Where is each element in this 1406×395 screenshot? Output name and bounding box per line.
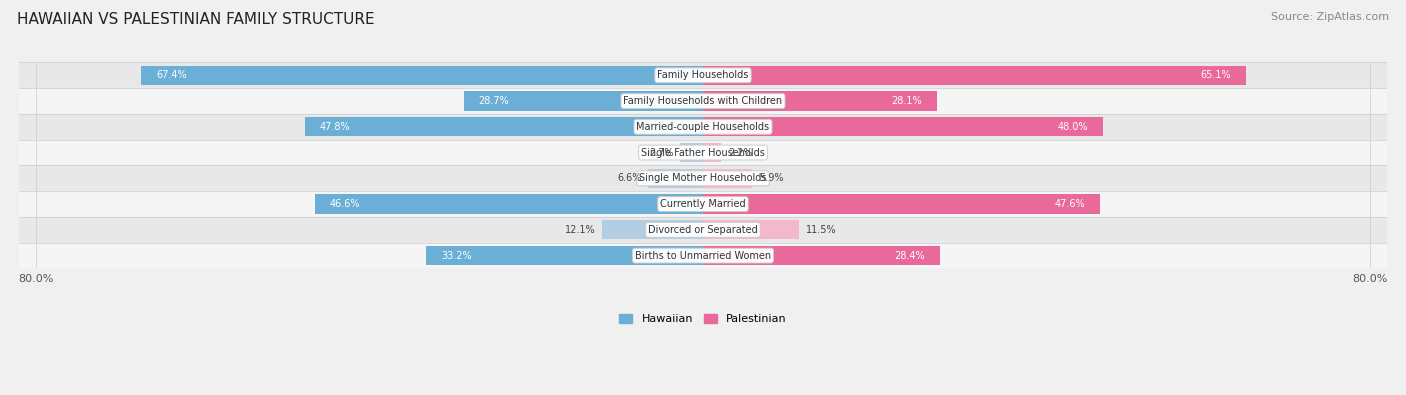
Text: Single Mother Households: Single Mother Households	[640, 173, 766, 183]
Text: 28.7%: 28.7%	[479, 96, 509, 106]
Text: HAWAIIAN VS PALESTINIAN FAMILY STRUCTURE: HAWAIIAN VS PALESTINIAN FAMILY STRUCTURE	[17, 12, 374, 27]
Bar	[315, 194, 703, 214]
Text: Source: ZipAtlas.com: Source: ZipAtlas.com	[1271, 12, 1389, 22]
Text: 67.4%: 67.4%	[156, 70, 187, 80]
Text: 47.8%: 47.8%	[319, 122, 350, 132]
Bar	[20, 140, 1386, 166]
Text: 65.1%: 65.1%	[1201, 70, 1230, 80]
Text: Divorced or Separated: Divorced or Separated	[648, 225, 758, 235]
Text: 48.0%: 48.0%	[1057, 122, 1088, 132]
Text: 46.6%: 46.6%	[329, 199, 360, 209]
Bar	[426, 246, 703, 265]
Bar	[703, 117, 1104, 136]
Legend: Hawaiian, Palestinian: Hawaiian, Palestinian	[614, 310, 792, 329]
Bar	[703, 246, 939, 265]
Text: Family Households: Family Households	[658, 70, 748, 80]
Text: 47.6%: 47.6%	[1054, 199, 1085, 209]
Bar	[703, 143, 721, 162]
Bar	[703, 220, 799, 239]
Bar	[703, 66, 1246, 85]
Bar	[464, 91, 703, 111]
Bar	[648, 169, 703, 188]
Bar	[20, 62, 1386, 88]
Text: Family Households with Children: Family Households with Children	[623, 96, 783, 106]
Text: 12.1%: 12.1%	[565, 225, 596, 235]
Text: Married-couple Households: Married-couple Households	[637, 122, 769, 132]
Text: 28.4%: 28.4%	[894, 250, 925, 261]
Bar	[703, 194, 1099, 214]
Text: Single Father Households: Single Father Households	[641, 148, 765, 158]
Bar	[20, 114, 1386, 140]
Bar	[141, 66, 703, 85]
Text: 5.9%: 5.9%	[759, 173, 783, 183]
Text: Currently Married: Currently Married	[661, 199, 745, 209]
Bar	[20, 191, 1386, 217]
Bar	[703, 91, 938, 111]
Text: 2.7%: 2.7%	[650, 148, 673, 158]
Bar	[20, 88, 1386, 114]
Text: 2.2%: 2.2%	[728, 148, 752, 158]
Bar	[20, 166, 1386, 191]
Bar	[305, 117, 703, 136]
Text: 11.5%: 11.5%	[806, 225, 837, 235]
Text: 28.1%: 28.1%	[891, 96, 922, 106]
Text: 33.2%: 33.2%	[441, 250, 472, 261]
Text: 6.6%: 6.6%	[617, 173, 641, 183]
Text: Births to Unmarried Women: Births to Unmarried Women	[636, 250, 770, 261]
Bar	[20, 243, 1386, 269]
Bar	[602, 220, 703, 239]
Bar	[20, 217, 1386, 243]
Bar	[681, 143, 703, 162]
Bar	[703, 169, 752, 188]
